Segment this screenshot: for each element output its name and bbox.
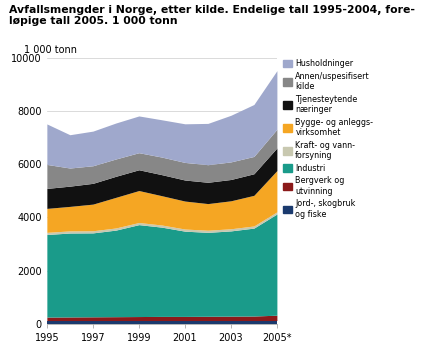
Legend: Husholdninger, Annen/uspesifisert
kilde, Tjenesteytende
næringer, Bygge- og anle: Husholdninger, Annen/uspesifisert kilde,… (283, 59, 373, 219)
Text: 1 000 tonn: 1 000 tonn (24, 45, 77, 55)
Text: Avfallsmengder i Norge, etter kilde. Endelige tall 1995-2004, fore-: Avfallsmengder i Norge, etter kilde. End… (9, 5, 414, 15)
Text: løpige tall 2005. 1 000 tonn: løpige tall 2005. 1 000 tonn (9, 16, 177, 26)
